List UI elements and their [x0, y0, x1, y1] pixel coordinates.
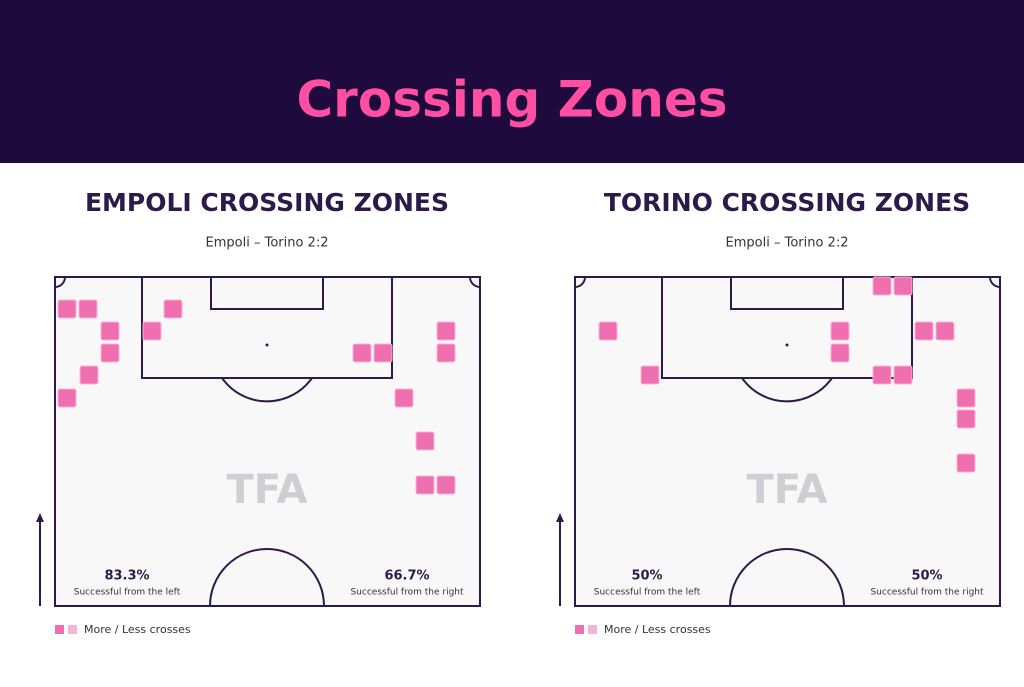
cross-square [830, 321, 850, 341]
cross-square [914, 321, 934, 341]
cross-square [57, 299, 77, 319]
header-band [0, 0, 1024, 163]
cross-square [436, 343, 456, 363]
panel-title: TORINO CROSSING ZONES [604, 188, 970, 217]
cross-square [352, 343, 372, 363]
legend-label: More / Less crosses [84, 623, 191, 636]
cross-square [872, 365, 892, 385]
center-circle [209, 548, 325, 607]
cross-square [373, 343, 393, 363]
six-yard-box [730, 276, 844, 310]
watermark: TFA [227, 467, 308, 513]
stat-label: Successful from the right [350, 588, 464, 598]
stat-label: Successful from the left [594, 588, 701, 598]
cross-square [893, 276, 913, 296]
cross-square [956, 409, 976, 429]
cross-square [415, 475, 435, 495]
cross-square [100, 343, 120, 363]
penalty-spot [785, 343, 789, 347]
panel-subtitle: Empoli – Torino 2:2 [726, 236, 849, 251]
cross-square [640, 365, 660, 385]
cross-square [394, 388, 414, 408]
six-yard-box [210, 276, 324, 310]
cross-square [100, 321, 120, 341]
stat-label: Successful from the left [74, 588, 181, 598]
cross-square [436, 321, 456, 341]
corner-arc [54, 276, 66, 288]
pitch [54, 276, 481, 607]
cross-square [956, 388, 976, 408]
legend-more [55, 625, 64, 634]
cross-square [830, 343, 850, 363]
cross-square [415, 431, 435, 451]
stat-value: 66.7% [384, 569, 429, 584]
center-circle [729, 548, 845, 607]
stat-value: 83.3% [104, 569, 149, 584]
cross-square [956, 453, 976, 473]
panel-title: EMPOLI CROSSING ZONES [85, 188, 449, 217]
corner-arc [574, 276, 586, 288]
penalty-spot [265, 343, 269, 347]
legend-less [588, 625, 597, 634]
stat-value: 50% [911, 569, 942, 584]
stat-label: Successful from the right [870, 588, 984, 598]
legend-label: More / Less crosses [604, 623, 711, 636]
header-title: Crossing Zones [296, 71, 727, 129]
arrow-head [36, 513, 44, 522]
cross-square [893, 365, 913, 385]
cross-square [436, 475, 456, 495]
cross-square [79, 365, 99, 385]
cross-square [142, 321, 162, 341]
penalty-arc [741, 377, 833, 403]
corner-arc [989, 276, 1001, 288]
stat-value: 50% [631, 569, 662, 584]
cross-square [78, 299, 98, 319]
legend-more [575, 625, 584, 634]
panel-subtitle: Empoli – Torino 2:2 [206, 236, 329, 251]
legend-less [68, 625, 77, 634]
watermark: TFA [747, 467, 828, 513]
cross-square [57, 388, 77, 408]
penalty-arc [221, 377, 313, 403]
corner-arc [469, 276, 481, 288]
cross-square [935, 321, 955, 341]
cross-square [163, 299, 183, 319]
arrow-head [556, 513, 564, 522]
cross-square [872, 276, 892, 296]
cross-square [598, 321, 618, 341]
